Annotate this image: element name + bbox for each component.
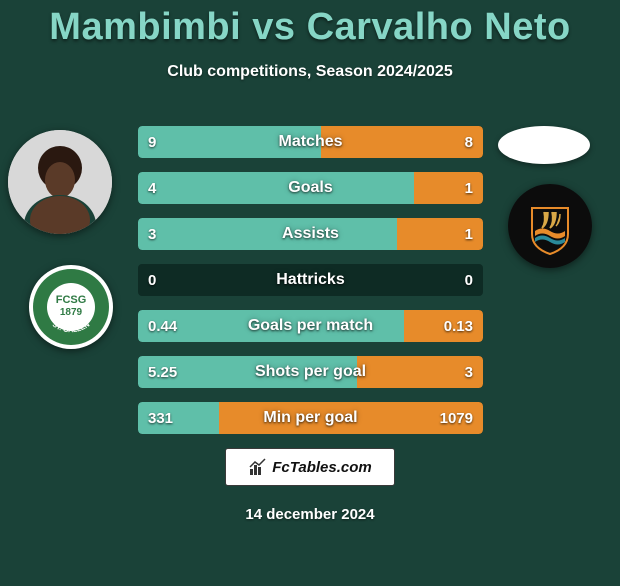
stat-row: 00Hattricks <box>138 264 483 296</box>
brand-text: FcTables.com <box>272 459 371 476</box>
stats-chart: 98Matches 41Goals 31Assists 00Hattricks 0.44… <box>138 126 483 448</box>
stat-label: Hattricks <box>138 264 483 296</box>
stat-row: 41Goals <box>138 172 483 204</box>
stat-row: 0.440.13Goals per match <box>138 310 483 342</box>
stat-row: 3311079Min per goal <box>138 402 483 434</box>
stat-label: Matches <box>138 126 483 158</box>
svg-text:FCSG: FCSG <box>56 294 87 306</box>
svg-text:1879: 1879 <box>60 307 83 318</box>
stat-label: Shots per goal <box>138 356 483 388</box>
brand-logo-icon <box>248 457 268 477</box>
page-subtitle: Club competitions, Season 2024/2025 <box>0 63 620 81</box>
brand-badge: FcTables.com <box>225 448 395 486</box>
club-badge-icon <box>508 184 592 268</box>
stat-label: Goals per match <box>138 310 483 342</box>
player-left-club-logo: FCSG 1879 ST. GALLEN <box>29 265 113 349</box>
date-text: 14 december 2024 <box>0 506 620 523</box>
stat-label: Goals <box>138 172 483 204</box>
stat-row: 31Assists <box>138 218 483 250</box>
player-right-club-logo <box>508 184 592 268</box>
club-badge-icon: FCSG 1879 ST. GALLEN <box>29 265 113 349</box>
page-title: Mambimbi vs Carvalho Neto <box>0 6 620 49</box>
person-silhouette-icon <box>8 130 112 234</box>
player-right-placeholder <box>498 126 590 164</box>
player-left-photo <box>8 130 112 234</box>
stat-row: 5.253Shots per goal <box>138 356 483 388</box>
stat-label: Min per goal <box>138 402 483 434</box>
stat-label: Assists <box>138 218 483 250</box>
stat-row: 98Matches <box>138 126 483 158</box>
